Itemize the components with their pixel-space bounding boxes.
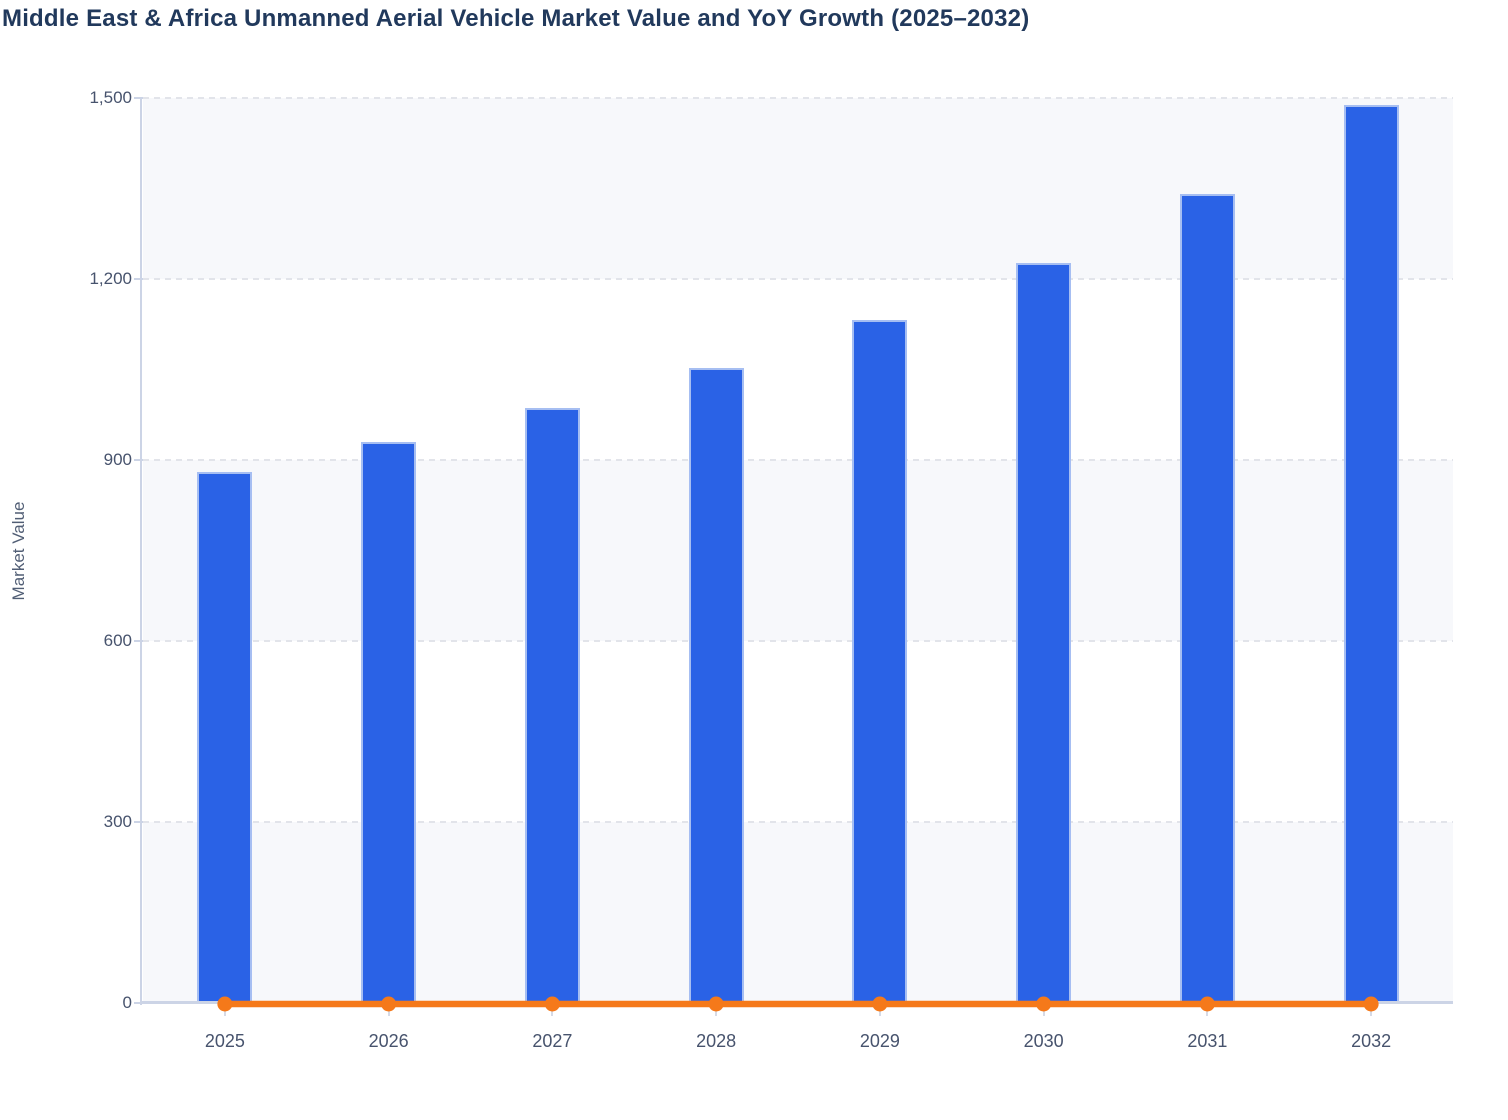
bar-2029 [852,320,908,1001]
bar-2028 [688,367,744,1001]
x-axis-label-2031: 2031 [1187,1031,1228,1051]
x-axis-tick [387,1003,390,1016]
y-axis-tick-label: 600 [103,631,132,650]
y-axis-tick [134,278,143,280]
y-axis-tick [134,459,143,461]
plot-band [143,98,1453,279]
y-axis-title: Market Value [9,501,28,601]
x-axis-label-2027: 2027 [532,1031,573,1051]
gridline-600 [143,640,1453,642]
x-axis-tick [715,1003,718,1016]
gridline-300 [143,821,1453,823]
x-axis-tick [1206,1003,1209,1016]
x-axis-label-2029: 2029 [859,1031,900,1051]
gridline-1200 [143,278,1453,280]
plot-band [143,460,1453,641]
x-axis-tick [223,1003,226,1016]
y-axis-line [140,98,142,1005]
x-axis-label-2028: 2028 [696,1031,737,1051]
x-axis-tick [878,1003,881,1016]
bar-2025 [197,472,253,1001]
y-axis-tick-label: 1,500 [89,88,132,107]
x-axis-label-2030: 2030 [1023,1031,1064,1051]
bar-2032 [1343,104,1399,1001]
y-axis-tick [134,821,143,823]
y-axis-tick [134,97,143,99]
gridline-900 [143,459,1453,461]
plot-band [143,822,1453,1003]
gridline-1500 [143,97,1453,99]
y-axis-tick-label: 1,200 [89,269,132,288]
y-axis-tick [134,1002,143,1004]
y-axis-tick [134,640,143,642]
y-axis-tick-label: 0 [122,993,132,1012]
x-axis-baseline [140,1001,1453,1004]
x-axis-tick [551,1003,554,1016]
x-axis-label-2025: 2025 [204,1031,245,1051]
y-axis-tick-label: 300 [103,812,132,831]
x-axis-label-2026: 2026 [368,1031,409,1051]
bar-2026 [361,441,417,1001]
bar-2030 [1016,262,1072,1001]
bar-2031 [1179,193,1235,1001]
x-axis-label-2032: 2032 [1351,1031,1392,1051]
x-axis-tick [1370,1003,1373,1016]
chart-title: Middle East & Africa Unmanned Aerial Veh… [2,5,1030,32]
bar-2027 [524,407,580,1001]
x-axis-tick [1042,1003,1045,1016]
y-axis-tick-label: 900 [103,450,132,469]
